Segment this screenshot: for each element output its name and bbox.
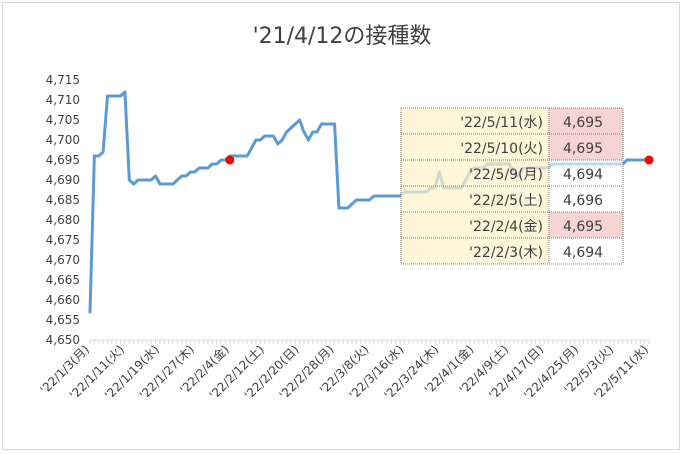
table-value-text: 4,694 [563, 245, 603, 261]
y-tick-label: 4,680 [46, 213, 80, 227]
table-date-text: '22/2/5(土) [469, 193, 543, 209]
y-tick-label: 4,655 [46, 313, 80, 327]
y-axis: 4,650 4,655 4,660 4,665 4,670 4,675 4,680 4,685… [46, 73, 80, 347]
y-tick-label: 4,710 [46, 93, 80, 107]
table-value-cell [549, 238, 623, 264]
table-value-text: 4,695 [563, 141, 603, 157]
y-tick-label: 4,700 [46, 133, 80, 147]
table-date-cell [401, 134, 549, 160]
table-value-cell [549, 160, 623, 186]
table-date-cell [401, 160, 549, 186]
table-date-text: '22/5/11(水) [460, 115, 543, 131]
y-tick-label: 4,670 [46, 253, 80, 267]
table-value-cell [549, 186, 623, 212]
table-value-text: 4,694 [563, 167, 603, 183]
table-date-cell [401, 212, 549, 238]
table-value-text: 4,696 [563, 193, 603, 209]
table-date-text: '22/2/3(木) [469, 245, 543, 261]
y-tick-label: 4,660 [46, 293, 80, 307]
highlight-point [225, 155, 235, 165]
table-value-cell [549, 212, 623, 238]
table-date-text: '22/5/9(月) [469, 167, 543, 183]
highlight-point [644, 155, 654, 165]
y-tick-label: 4,705 [46, 113, 80, 127]
y-tick-label: 4,715 [46, 73, 80, 87]
table-value-cell [549, 108, 623, 134]
table-value-text: 4,695 [563, 219, 603, 235]
table-date-cell [401, 186, 549, 212]
table-value-cell [549, 134, 623, 160]
highlight-points [225, 155, 654, 165]
data-table: '22/5/11(水) 4,695 '22/5/10(火) 4,695 '22/5/9(… [400, 107, 624, 265]
y-tick-label: 4,685 [46, 193, 80, 207]
table-date-cell [401, 108, 549, 134]
y-tick-label: 4,650 [46, 333, 80, 347]
y-tick-label: 4,690 [46, 173, 80, 187]
table-date-text: '22/5/10(火) [460, 141, 543, 157]
y-tick-label: 4,665 [46, 273, 80, 287]
chart-title: '21/4/12の接種数 [252, 24, 432, 49]
table-date-cell [401, 238, 549, 264]
y-tick-label: 4,675 [46, 233, 80, 247]
y-tick-label: 4,695 [46, 153, 80, 167]
x-axis: '22/1/3(月)'22/1/11(火)'22/1/19(水)'22/1/27… [37, 339, 651, 402]
table-value-text: 4,695 [563, 115, 603, 131]
table-date-text: '22/2/4(金) [469, 219, 543, 235]
